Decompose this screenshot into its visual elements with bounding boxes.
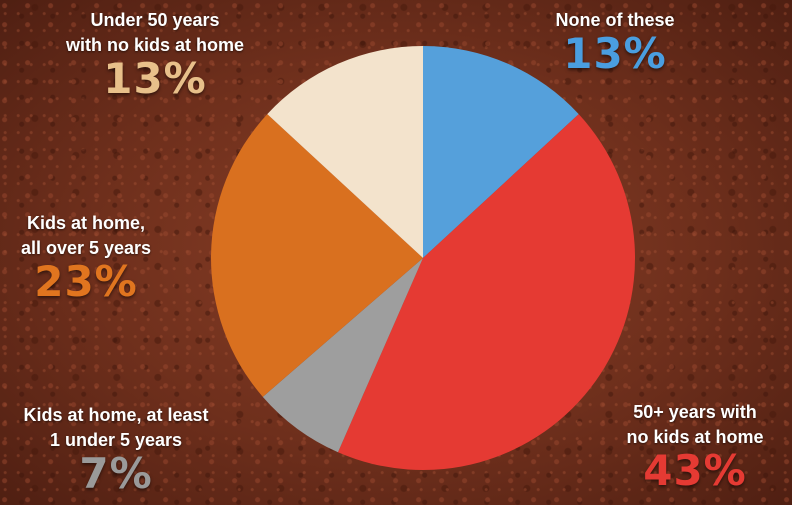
slice-label-none: None of these xyxy=(555,10,675,30)
slice-kids-over-5 xyxy=(211,114,423,397)
slice-50-plus-no-kids xyxy=(338,114,636,470)
label-kids-over-5: Kids at home, all over 5 years 23% xyxy=(0,211,172,303)
label-kids-under-5: Kids at home, at least 1 under 5 years 7… xyxy=(0,403,232,495)
label-under-50-no-kids: Under 50 years with no kids at home 13% xyxy=(30,8,280,100)
slice-value-kids-under-5: 7% xyxy=(79,449,153,498)
label-50-plus-no-kids: 50+ years with no kids at home 43% xyxy=(600,400,790,492)
slice-label-kids-under-5: Kids at home, at least 1 under 5 years xyxy=(23,405,209,450)
slice-value-none: 13% xyxy=(563,29,667,78)
slice-value-kids-over-5: 23% xyxy=(34,257,138,306)
slice-label-50-plus: 50+ years with no kids at home xyxy=(626,402,764,447)
slice-value-under-50: 13% xyxy=(103,54,207,103)
slice-under-50-no-kids xyxy=(267,46,423,258)
slice-label-under-50: Under 50 years with no kids at home xyxy=(65,10,244,55)
slice-label-kids-over-5: Kids at home, all over 5 years xyxy=(20,213,152,258)
slice-kids-under-5 xyxy=(262,258,423,453)
label-none-of-these: None of these 13% xyxy=(520,8,710,75)
slice-none-of-these xyxy=(423,46,579,258)
slice-value-50-plus: 43% xyxy=(643,446,747,495)
